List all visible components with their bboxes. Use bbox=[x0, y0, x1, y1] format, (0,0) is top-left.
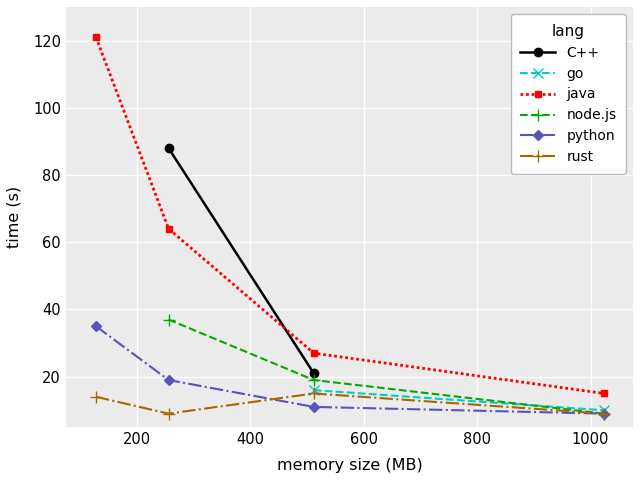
node.js bbox=[310, 377, 317, 383]
python bbox=[164, 377, 172, 383]
rust bbox=[310, 391, 317, 396]
Y-axis label: time (s): time (s) bbox=[7, 186, 22, 248]
Line: go: go bbox=[309, 385, 609, 415]
go bbox=[310, 387, 317, 393]
node.js bbox=[600, 411, 608, 417]
Line: python: python bbox=[93, 323, 607, 417]
Line: java: java bbox=[93, 34, 607, 397]
C++ bbox=[164, 145, 172, 151]
Legend: C++, go, java, node.js, python, rust: C++, go, java, node.js, python, rust bbox=[511, 14, 626, 174]
Line: C++: C++ bbox=[164, 144, 318, 377]
java bbox=[92, 34, 100, 40]
java bbox=[310, 350, 317, 356]
python bbox=[600, 411, 608, 417]
python bbox=[310, 404, 317, 410]
rust bbox=[164, 411, 172, 417]
X-axis label: memory size (MB): memory size (MB) bbox=[276, 458, 422, 473]
node.js bbox=[164, 317, 172, 323]
go bbox=[600, 408, 608, 413]
python bbox=[92, 324, 100, 329]
C++ bbox=[310, 371, 317, 376]
java bbox=[164, 226, 172, 232]
Line: node.js: node.js bbox=[163, 314, 610, 419]
rust bbox=[600, 411, 608, 417]
rust bbox=[92, 394, 100, 400]
java bbox=[600, 391, 608, 396]
Line: rust: rust bbox=[90, 388, 610, 419]
